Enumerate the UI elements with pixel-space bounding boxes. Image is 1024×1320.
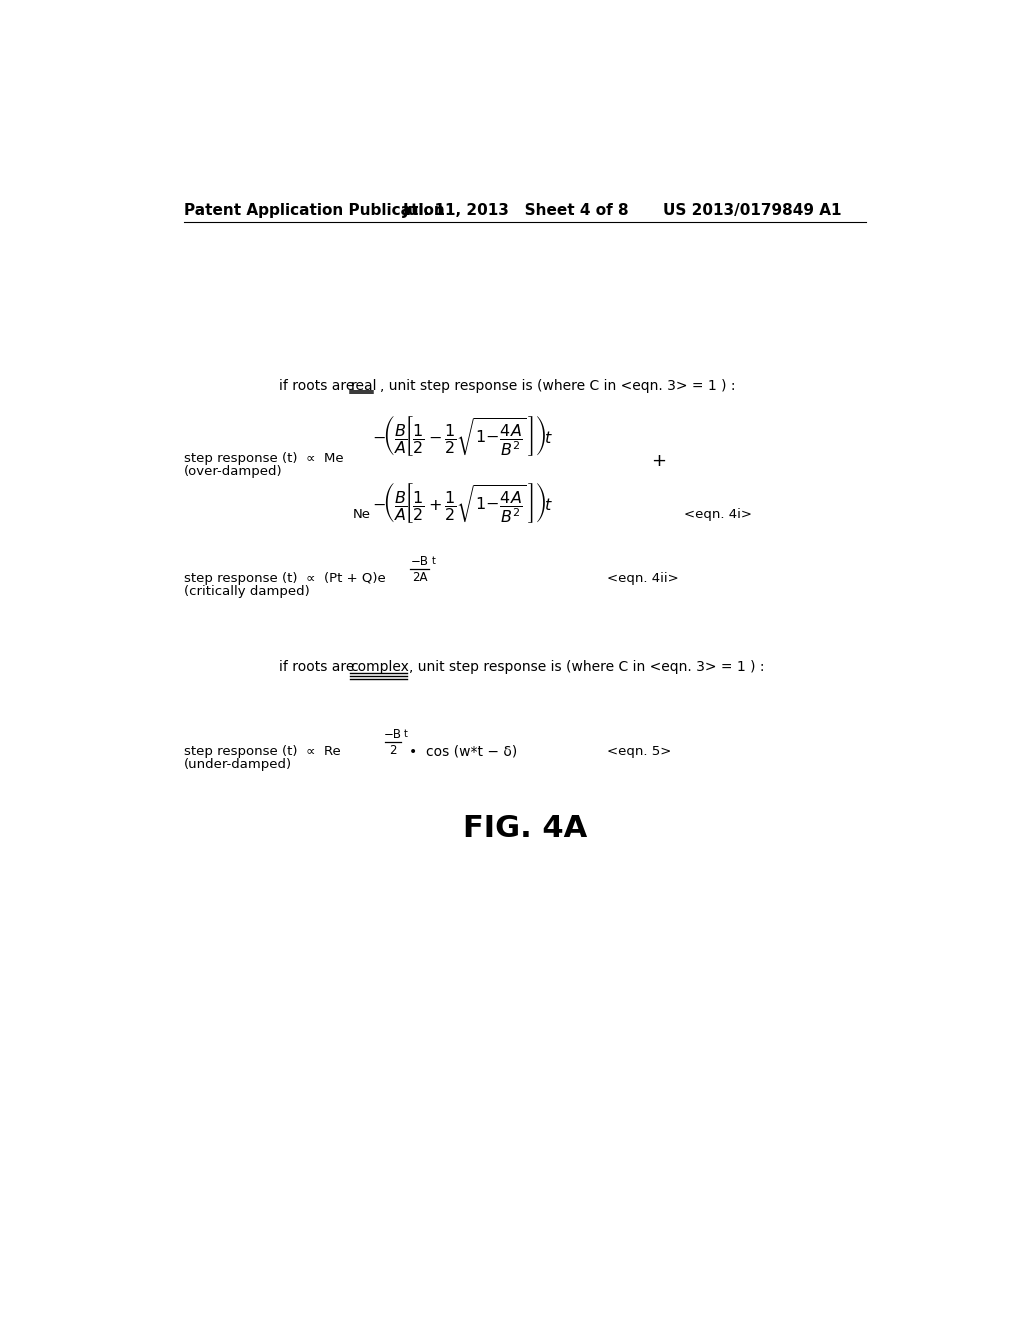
Text: •  cos (w*t − δ): • cos (w*t − δ) [409,744,517,758]
Text: step response (t)  ∝  Me: step response (t) ∝ Me [183,453,343,465]
Text: step response (t)  ∝  (Pt + Q)e: step response (t) ∝ (Pt + Q)e [183,572,386,585]
Text: $-\!\left(\dfrac{B}{A}\!\left[\dfrac{1}{2} - \dfrac{1}{2}\sqrt{1\!-\!\dfrac{4A}{: $-\!\left(\dfrac{B}{A}\!\left[\dfrac{1}{… [372,413,553,458]
Text: <eqn. 4ii>: <eqn. 4ii> [607,572,679,585]
Text: t: t [432,556,435,566]
Text: (critically damped): (critically damped) [183,585,309,598]
Text: , unit step response is (where C in <eqn. 3> = 1 ) :: , unit step response is (where C in <eqn… [409,660,764,673]
Text: real: real [350,379,377,392]
Text: −B: −B [384,727,402,741]
Text: Ne: Ne [352,508,371,521]
Text: t: t [403,730,408,739]
Text: if roots are: if roots are [280,379,358,392]
Text: , unit step response is (where C in <eqn. 3> = 1 ) :: , unit step response is (where C in <eqn… [380,379,735,392]
Text: <eqn. 5>: <eqn. 5> [607,744,672,758]
Text: −B: −B [411,554,428,568]
Text: step response (t)  ∝  Re: step response (t) ∝ Re [183,744,341,758]
Text: $-\!\left(\dfrac{B}{A}\!\left[\dfrac{1}{2} + \dfrac{1}{2}\sqrt{1\!-\!\dfrac{4A}{: $-\!\left(\dfrac{B}{A}\!\left[\dfrac{1}{… [372,480,553,525]
Text: FIG. 4A: FIG. 4A [463,814,587,842]
Text: complex: complex [350,660,410,673]
Text: <eqn. 4i>: <eqn. 4i> [684,508,753,521]
Text: if roots are: if roots are [280,660,358,673]
Text: Jul. 11, 2013   Sheet 4 of 8: Jul. 11, 2013 Sheet 4 of 8 [403,203,630,218]
Text: (under-damped): (under-damped) [183,758,292,771]
Text: +: + [651,451,667,470]
Text: US 2013/0179849 A1: US 2013/0179849 A1 [663,203,842,218]
Text: (over-damped): (over-damped) [183,465,283,478]
Text: Patent Application Publication: Patent Application Publication [183,203,444,218]
Text: 2: 2 [389,744,397,758]
Text: 2A: 2A [412,570,427,583]
